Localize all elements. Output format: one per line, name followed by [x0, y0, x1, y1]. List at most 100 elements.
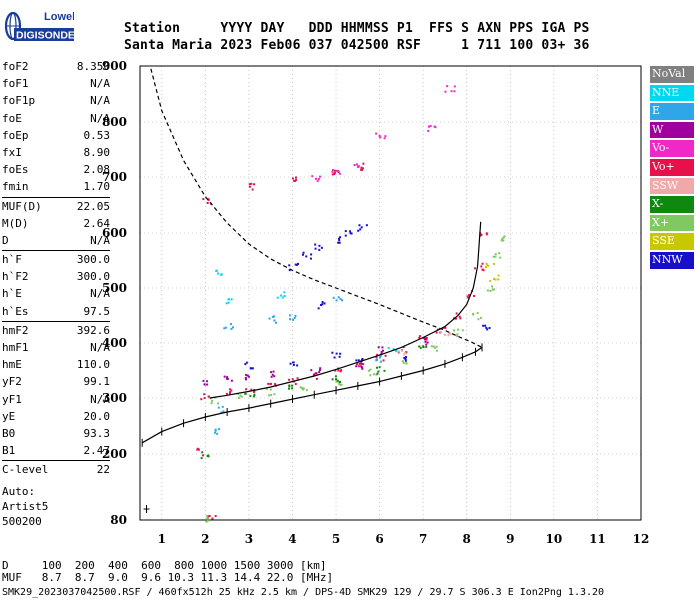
- data-point: [211, 399, 214, 402]
- data-point: [226, 376, 229, 379]
- data-point: [196, 447, 199, 450]
- param-value: 1.70: [83, 180, 111, 194]
- data-point: [314, 243, 317, 246]
- param-value: N/A: [90, 77, 110, 91]
- data-point: [280, 294, 283, 297]
- data-point: [375, 358, 378, 361]
- data-point: [244, 392, 247, 395]
- data-point: [206, 383, 209, 386]
- svg-text:Lowell: Lowell: [44, 11, 74, 23]
- data-point: [491, 285, 494, 288]
- data-point: [453, 329, 456, 332]
- param-row-d: D N/A: [2, 232, 110, 249]
- data-point: [489, 279, 492, 282]
- param-label: foEs: [2, 163, 29, 177]
- param-separator: [2, 250, 110, 252]
- data-point: [253, 393, 256, 396]
- data-point: [246, 374, 249, 377]
- x-tick-label: 11: [589, 532, 606, 546]
- param-label: foF1p: [2, 94, 36, 108]
- data-point: [456, 333, 459, 336]
- data-point: [223, 375, 226, 378]
- data-point: [274, 383, 277, 386]
- polarization-legend: NoVal NNE E W Vo- Vo+ SSW X- X+ SSE NNW: [650, 66, 694, 271]
- param-label: MUF(D): [2, 199, 42, 213]
- data-point: [202, 379, 205, 382]
- data-point: [331, 378, 334, 381]
- data-point: [337, 241, 340, 244]
- param-value: 8.350: [76, 60, 110, 73]
- data-point: [230, 327, 233, 330]
- data-point: [479, 234, 482, 237]
- data-point: [383, 369, 386, 372]
- data-point: [379, 136, 382, 139]
- header-station-name: Santa Maria: [124, 38, 213, 53]
- data-point: [289, 318, 292, 321]
- data-point: [227, 301, 230, 304]
- data-point: [355, 365, 358, 368]
- file-info-footer: SMK29_2023037042500.RSF / 460fx512h 25 k…: [2, 587, 605, 598]
- data-point: [454, 317, 457, 320]
- data-point: [331, 170, 334, 173]
- data-point: [269, 382, 272, 385]
- data-point: [497, 274, 500, 277]
- data-point: [335, 169, 338, 172]
- data-point: [493, 277, 496, 280]
- data-point: [448, 332, 451, 335]
- data-point: [403, 357, 406, 360]
- data-point: [225, 302, 228, 305]
- data-point: [443, 333, 446, 336]
- data-point: [218, 428, 221, 431]
- data-point: [321, 301, 324, 304]
- data-point: [230, 298, 233, 301]
- param-label: h`E: [2, 287, 22, 301]
- param-label: D: [2, 233, 9, 247]
- data-point: [230, 323, 233, 326]
- data-point: [381, 349, 384, 352]
- data-point: [376, 353, 379, 356]
- data-point: [380, 350, 383, 353]
- data-point: [268, 394, 271, 397]
- legend-item-e: E: [650, 103, 694, 120]
- data-point: [425, 338, 428, 341]
- param-value: N/A: [90, 94, 110, 108]
- x-tick-label: 3: [245, 532, 253, 546]
- data-point: [202, 454, 205, 457]
- data-point: [289, 314, 292, 317]
- data-point: [395, 348, 398, 351]
- data-point: [228, 391, 231, 394]
- data-point: [369, 374, 372, 377]
- data-point: [375, 132, 378, 135]
- data-point: [418, 336, 421, 339]
- data-point: [274, 321, 277, 324]
- data-point: [359, 228, 362, 231]
- param-row-foes: foEs 2.08: [2, 161, 110, 178]
- param-value: 300.0: [76, 253, 110, 267]
- data-point: [449, 333, 452, 336]
- data-point: [317, 178, 320, 181]
- data-point: [375, 373, 378, 376]
- param-label: hmF2: [2, 323, 29, 337]
- param-value: 0.53: [83, 128, 111, 142]
- data-point: [314, 372, 317, 375]
- data-point: [217, 272, 220, 275]
- data-point: [353, 163, 356, 166]
- data-point: [418, 345, 421, 348]
- muf-curve: [150, 68, 483, 348]
- data-point: [288, 387, 291, 390]
- data-point: [249, 395, 252, 398]
- y-tick-label: 900: [102, 59, 127, 73]
- data-point: [270, 375, 273, 378]
- data-point: [331, 173, 334, 176]
- plot-frame: [139, 65, 642, 521]
- header-labels: Station YYYY DAY DDD HHMMSS P1 FFS S AXN…: [124, 21, 590, 36]
- y-tick-label: 300: [102, 391, 127, 405]
- data-point: [220, 274, 223, 277]
- data-point: [211, 517, 214, 520]
- data-point: [301, 386, 304, 389]
- data-point: [314, 247, 317, 250]
- data-point: [466, 295, 469, 298]
- data-point: [216, 432, 219, 435]
- trace-fit-curve: [209, 221, 482, 399]
- data-point: [305, 255, 308, 258]
